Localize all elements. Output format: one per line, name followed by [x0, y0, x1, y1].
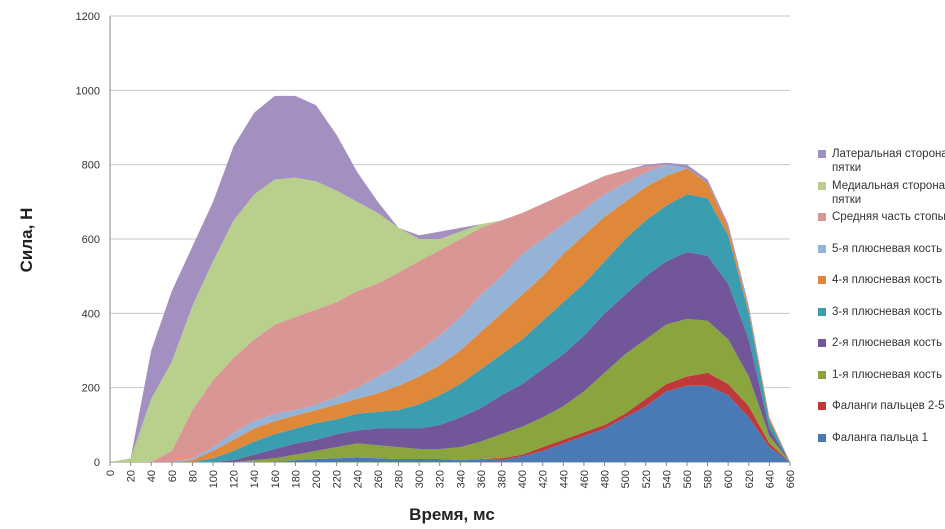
y-axis-label: Сила, Н — [17, 208, 36, 273]
x-tick-label: 240 — [352, 470, 364, 488]
x-tick-label: 80 — [187, 470, 199, 482]
x-tick-label: 220 — [332, 470, 344, 488]
legend-label: Медиальная сторона пятки — [832, 179, 945, 206]
area — [110, 164, 790, 462]
y-tick-label: 800 — [82, 160, 100, 172]
legend-label: 4-я плюсневая кость — [832, 274, 943, 286]
y-tick-label: 1200 — [76, 11, 100, 23]
y-tick-label: 200 — [82, 383, 100, 395]
area — [110, 385, 790, 462]
x-tick-label: 660 — [785, 470, 797, 488]
x-tick-label: 20 — [126, 470, 138, 482]
legend-swatch — [818, 307, 826, 316]
legend-item: 3-я плюсневая кость — [818, 305, 945, 319]
legend-swatch — [818, 244, 826, 253]
legend-swatch — [818, 339, 826, 347]
x-tick-label: 320 — [435, 470, 447, 488]
area — [110, 252, 790, 462]
legend-item: Средняя часть стопы — [818, 210, 945, 224]
y-tick-label: 600 — [82, 234, 100, 246]
x-tick-label: 280 — [393, 470, 405, 488]
legend-item: Медиальная сторона пятки — [818, 179, 945, 207]
legend-label: Фаланги пальцев 2-5 — [832, 400, 945, 412]
area — [110, 194, 790, 462]
x-tick-label: 380 — [497, 470, 509, 488]
legend-label: Фаланга пальца 1 — [832, 431, 929, 444]
x-tick-label: 40 — [146, 470, 158, 482]
legend-swatch — [818, 213, 826, 221]
x-tick-label: 560 — [682, 470, 694, 488]
x-tick-label: 400 — [517, 470, 529, 488]
x-tick-label: 420 — [538, 470, 550, 488]
x-tick-label: 620 — [744, 470, 756, 488]
x-tick-label: 500 — [620, 470, 632, 488]
legend-item: Фаланга пальца 1 — [818, 431, 945, 445]
x-tick-label: 540 — [661, 470, 673, 488]
area — [110, 164, 790, 462]
legend-swatch — [818, 276, 826, 284]
legend-swatch — [818, 150, 826, 158]
x-tick-label: 120 — [229, 470, 241, 488]
legend-label: Средняя часть стопы — [832, 211, 945, 223]
legend-swatch — [818, 402, 826, 410]
x-tick-label: 260 — [373, 470, 385, 488]
legend-swatch — [818, 433, 826, 442]
legend-label: 2-я плюсневая кость — [832, 337, 943, 349]
legend-label: 3-я плюсневая кость — [832, 305, 943, 318]
x-tick-label: 640 — [764, 470, 776, 488]
legend-swatch — [818, 370, 826, 379]
area — [110, 318, 790, 462]
x-tick-label: 60 — [167, 470, 179, 482]
legend-label: Латеральная сторона пятки — [832, 148, 945, 174]
x-tick-label: 0 — [105, 470, 117, 476]
area — [110, 168, 790, 462]
x-tick-label: 100 — [208, 470, 220, 488]
x-tick-label: 440 — [558, 470, 570, 488]
legend-item: 5-я плюсневая кость — [818, 242, 945, 256]
area — [110, 372, 790, 462]
y-tick-label: 1000 — [76, 85, 100, 97]
x-tick-label: 460 — [579, 470, 591, 488]
x-tick-label: 300 — [414, 470, 426, 488]
legend-item: Латеральная сторона пятки — [818, 147, 945, 175]
x-tick-label: 580 — [703, 470, 715, 488]
x-tick-label: 160 — [270, 470, 282, 488]
legend-item: 2-я плюсневая кость — [818, 336, 945, 350]
x-tick-label: 340 — [455, 470, 467, 488]
legend-label: 1-я плюсневая кость — [832, 368, 943, 381]
x-axis-label: Время, мс — [409, 505, 495, 524]
x-tick-label: 520 — [641, 470, 653, 488]
legend-label: 5-я плюсневая кость — [832, 242, 943, 255]
x-tick-label: 180 — [290, 470, 302, 488]
x-tick-label: 200 — [311, 470, 323, 488]
y-tick-label: 0 — [94, 457, 100, 469]
legend-item: Фаланги пальцев 2-5 — [818, 399, 945, 413]
y-tick-label: 400 — [82, 308, 100, 320]
x-tick-label: 140 — [249, 470, 261, 488]
x-tick-label: 600 — [723, 470, 735, 488]
legend-swatch — [818, 181, 826, 190]
legend-item: 4-я плюсневая кость — [818, 273, 945, 287]
x-tick-label: 360 — [476, 470, 488, 488]
x-tick-label: 480 — [600, 470, 612, 488]
legend-item: 1-я плюсневая кость — [818, 368, 945, 382]
